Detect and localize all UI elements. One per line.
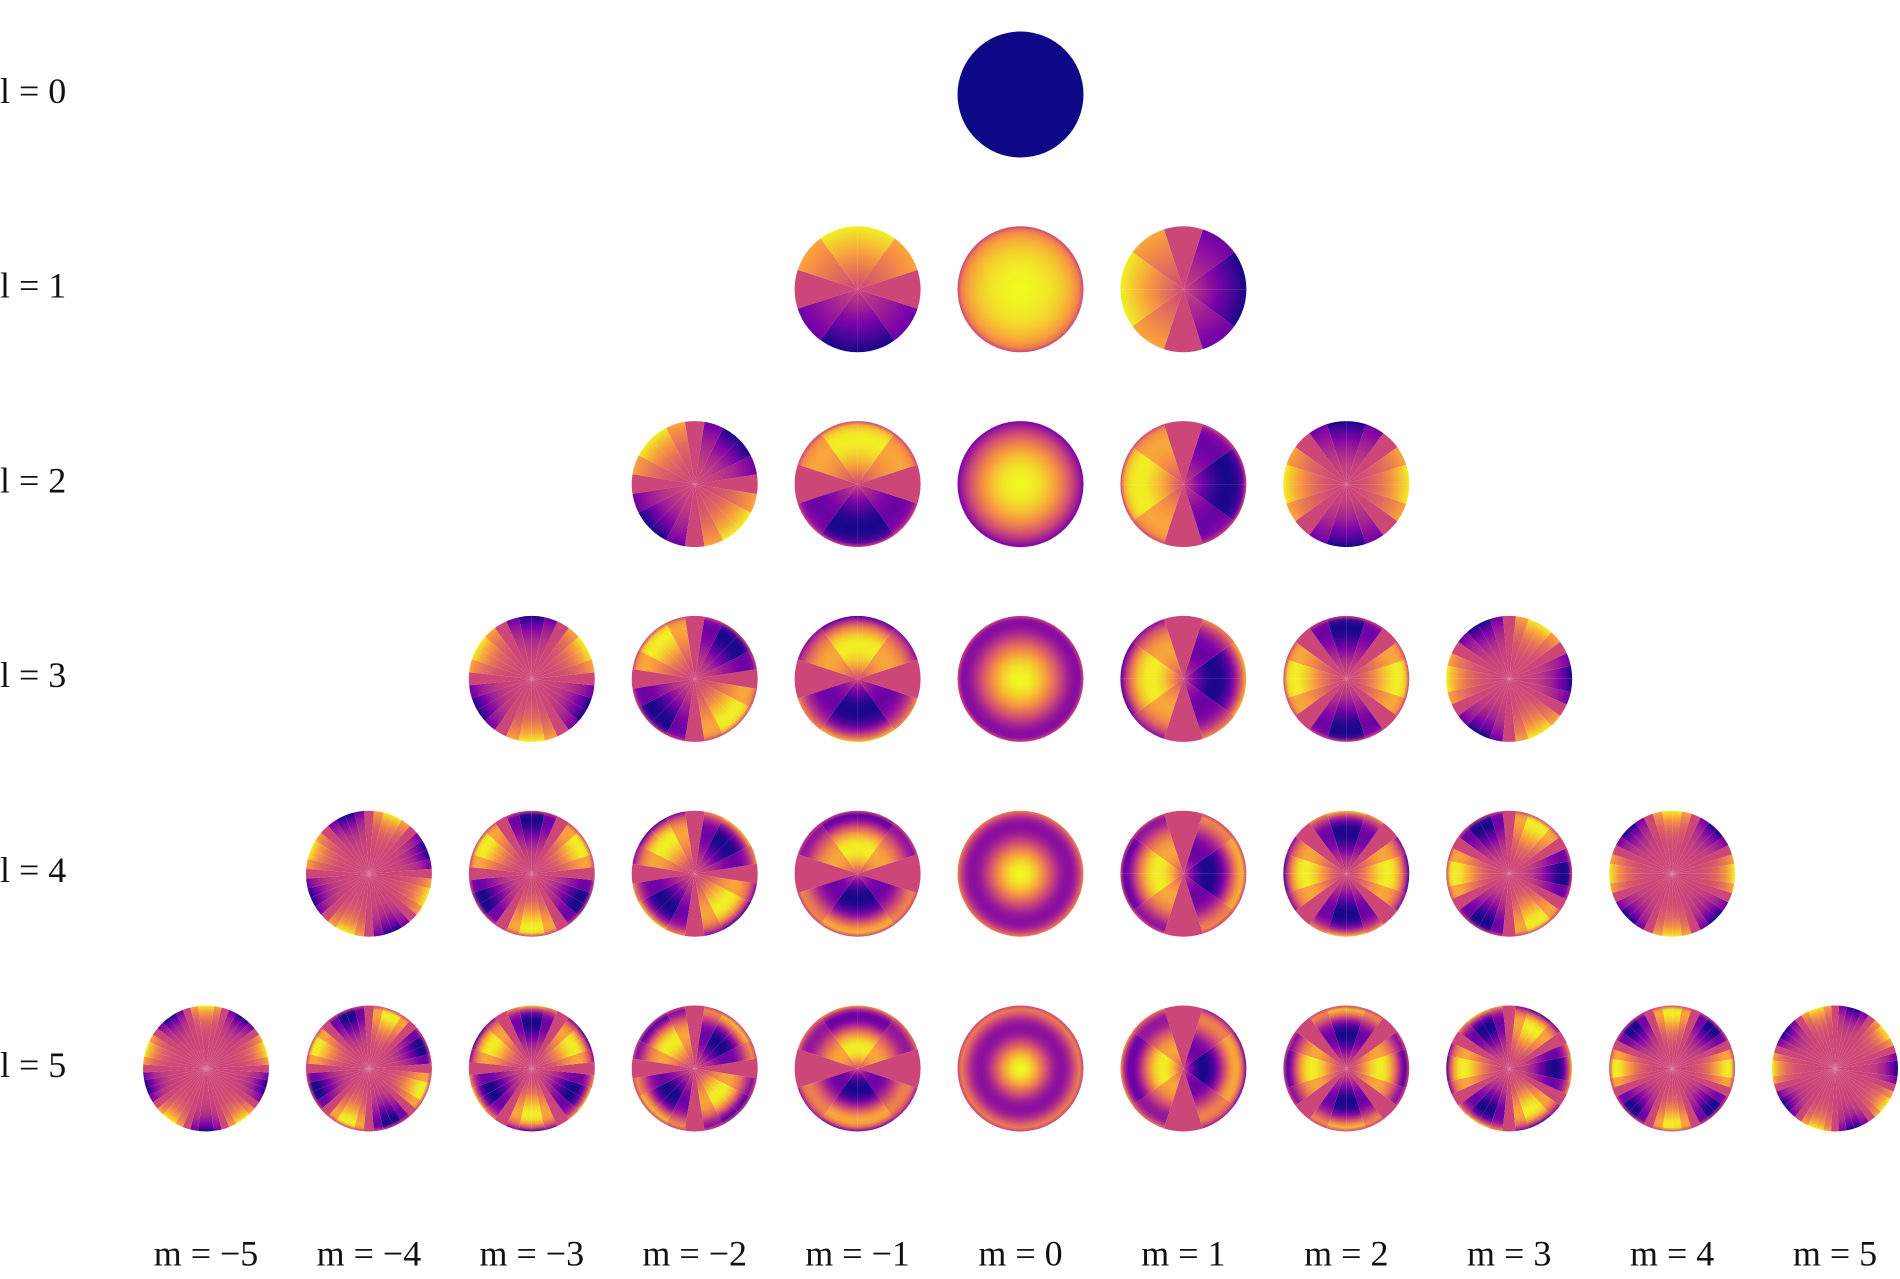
harmonic-disc — [957, 226, 1084, 353]
harmonic-disc — [957, 615, 1084, 742]
harmonic-disc — [1120, 810, 1247, 937]
harmonic-disc — [1283, 810, 1410, 937]
row-label: l = 2 — [0, 460, 66, 500]
harmonic-disc — [468, 615, 595, 742]
harmonic-disc — [794, 615, 921, 742]
harmonic-disc — [1120, 421, 1247, 548]
harmonic-disc — [957, 421, 1084, 548]
harmonic-disc — [1283, 615, 1410, 742]
harmonic-disc — [631, 421, 758, 548]
column-label: m = 4 — [1630, 1233, 1714, 1273]
harmonic-disc — [1120, 1005, 1247, 1132]
column-label: m = 1 — [1141, 1233, 1225, 1273]
harmonic-disc — [794, 421, 921, 548]
column-label: m = −4 — [317, 1233, 422, 1273]
harmonic-disc — [1283, 1005, 1410, 1132]
harmonic-disc — [794, 1005, 921, 1132]
row-label: l = 4 — [0, 850, 66, 890]
column-label: m = −2 — [642, 1233, 747, 1273]
harmonic-disc — [468, 1005, 595, 1132]
harmonic-disc — [631, 615, 758, 742]
harmonic-disc — [305, 1005, 432, 1132]
column-label: m = 5 — [1793, 1233, 1877, 1273]
harmonic-disc — [1120, 226, 1247, 353]
harmonic-disc — [305, 810, 432, 937]
row-label: l = 5 — [0, 1045, 66, 1085]
harmonic-disc — [631, 810, 758, 937]
row-label: l = 1 — [0, 266, 66, 306]
harmonic-disc — [631, 1005, 758, 1132]
row-label: l = 0 — [0, 71, 66, 111]
harmonic-disc — [957, 810, 1084, 937]
column-label: m = −5 — [154, 1233, 259, 1273]
harmonic-disc — [794, 226, 921, 353]
column-label: m = −3 — [479, 1233, 584, 1273]
column-label: m = 2 — [1304, 1233, 1388, 1273]
harmonic-disc — [1446, 615, 1573, 742]
harmonic-disc — [957, 1005, 1084, 1132]
row-label: l = 3 — [0, 655, 66, 695]
harmonic-disc — [468, 810, 595, 937]
harmonic-disc — [1120, 615, 1247, 742]
harmonic-disc — [1446, 1005, 1573, 1132]
harmonic-disc — [1609, 810, 1736, 937]
harmonic-disc — [1772, 1005, 1898, 1132]
harmonic-disc — [1609, 1005, 1736, 1132]
harmonic-disc — [957, 31, 1084, 158]
column-label: m = −1 — [805, 1233, 910, 1273]
harmonic-disc — [794, 810, 921, 937]
harmonic-disc — [1283, 421, 1410, 548]
column-label: m = 0 — [978, 1233, 1062, 1273]
harmonic-disc — [143, 1005, 269, 1132]
harmonic-disc — [1446, 810, 1573, 937]
column-label: m = 3 — [1467, 1233, 1551, 1273]
